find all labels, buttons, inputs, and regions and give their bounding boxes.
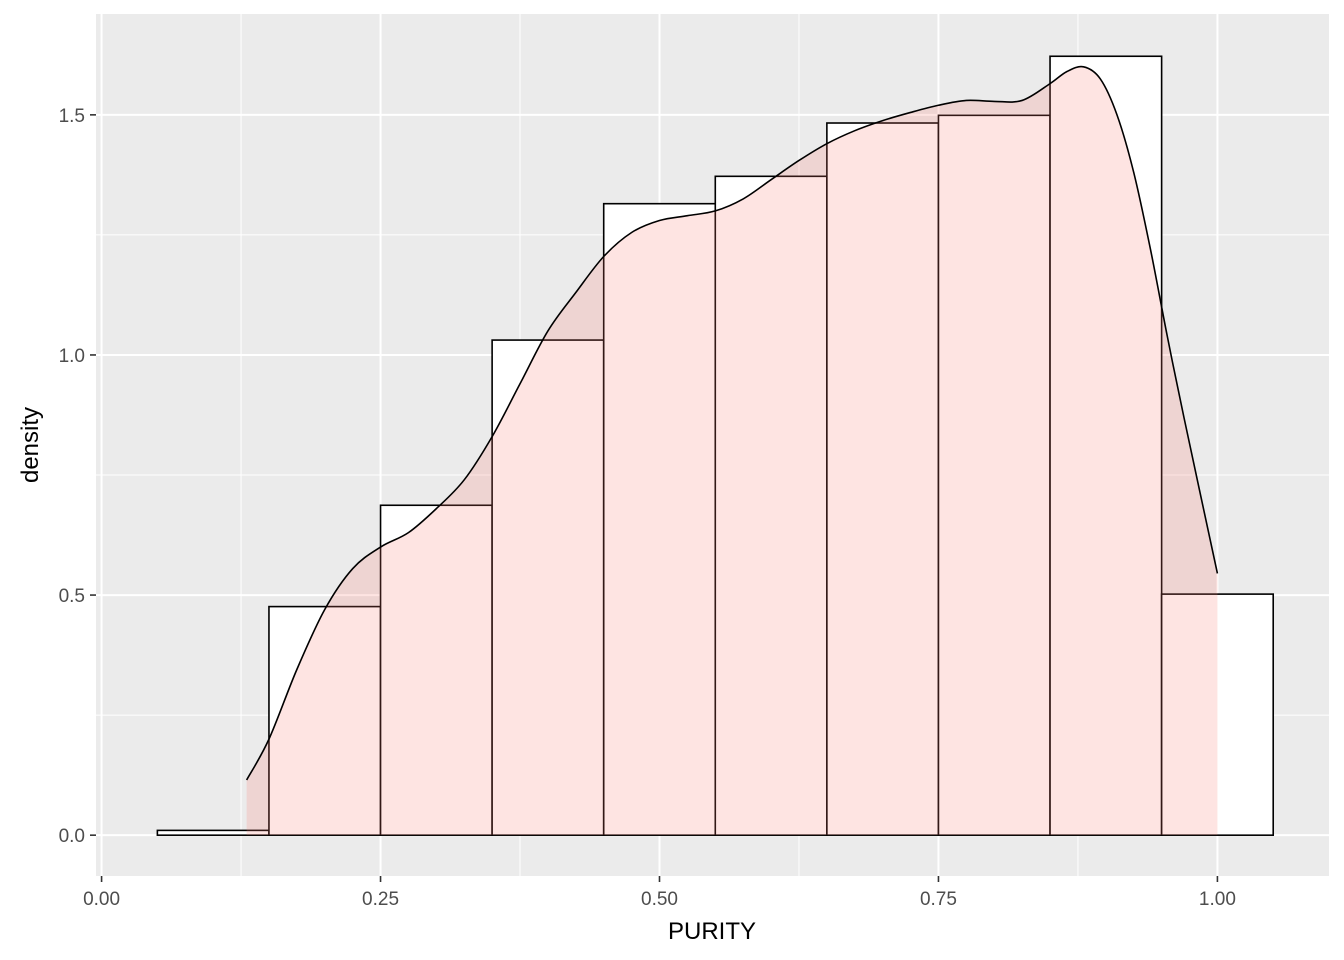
y-tick-label: 0.5 [59, 586, 85, 607]
histogram-bar [1049, 55, 1163, 836]
density-layer [245, 65, 1219, 836]
x-tick-label: 0.50 [641, 889, 678, 910]
histogram-bar [491, 339, 605, 836]
x-tick-label: 0.75 [920, 889, 957, 910]
x-tick-label: 0.25 [362, 889, 399, 910]
histogram-bar [379, 504, 493, 836]
x-tick-label: 1.00 [1199, 889, 1236, 910]
x-tick-label: 0.00 [83, 889, 120, 910]
histogram-bars [156, 55, 1275, 836]
density-area [246, 66, 1218, 836]
x-axis: 0.00 0.25 0.50 0.75 1.00 [83, 876, 1236, 910]
histogram-bar [826, 122, 940, 836]
histogram-bar [1160, 593, 1275, 836]
y-axis: 0.0 0.5 1.0 1.5 [59, 106, 96, 847]
histogram-bar [268, 605, 382, 836]
y-tick-label: 0.0 [59, 826, 85, 847]
y-tick-label: 1.5 [59, 106, 85, 127]
x-axis-title: PURITY [668, 918, 756, 945]
density-line [245, 65, 1219, 781]
histogram-bar [602, 202, 717, 836]
histogram-bar [714, 175, 828, 836]
y-tick-label: 1.0 [59, 346, 85, 367]
y-axis-title: density [17, 407, 44, 483]
histogram-bar [937, 114, 1051, 836]
